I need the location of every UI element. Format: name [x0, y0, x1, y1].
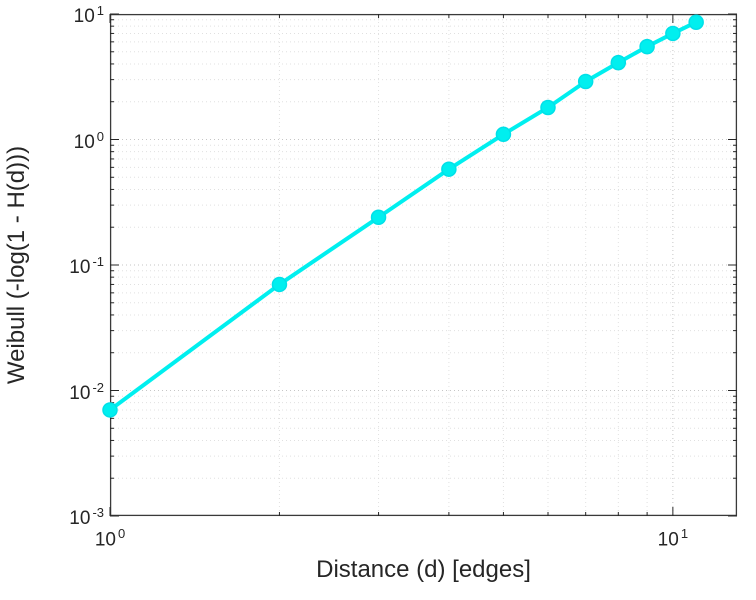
x-tick-label: 10 0 [95, 523, 125, 551]
y-tick-label: 10 0 [30, 125, 104, 153]
plot-canvas [102, 13, 738, 517]
tick-base: 10 [73, 6, 95, 28]
tick-base: 10 [94, 529, 116, 551]
tick-base: 10 [69, 508, 91, 530]
data-point-marker [665, 25, 681, 42]
tick-exponent: -2 [92, 379, 104, 395]
data-point-marker [102, 402, 118, 418]
data-point-marker [639, 38, 655, 55]
y-tick-label: 10 -3 [30, 502, 104, 530]
tick-exponent: 1 [96, 2, 104, 18]
data-point-marker [540, 99, 556, 116]
tick-base: 10 [69, 257, 91, 279]
data-point-marker [688, 14, 704, 30]
data-point-marker [495, 126, 512, 143]
tick-exponent: 0 [117, 526, 126, 541]
tick-exponent: -1 [92, 253, 104, 269]
data-point-marker [370, 209, 387, 226]
y-tick-label: 10 -2 [30, 376, 104, 404]
data-point-marker [271, 276, 288, 293]
tick-exponent: -3 [92, 504, 104, 520]
tick-base: 10 [657, 529, 679, 551]
tick-exponent: 1 [680, 526, 689, 541]
x-axis-label: Distance (d) [edges] [316, 556, 531, 583]
data-point-marker [441, 161, 457, 177]
plot-frame [102, 13, 738, 517]
x-tick-label: 10 1 [658, 523, 688, 551]
data-point-marker [577, 73, 594, 90]
tick-base: 10 [73, 131, 95, 153]
tick-exponent: 0 [96, 128, 104, 144]
y-axis-label: Weibull (-log(1 - H(d))) [3, 145, 30, 385]
series-line [108, 20, 699, 412]
data-point-marker [610, 54, 627, 71]
tick-base: 10 [69, 382, 91, 404]
y-tick-label: 10 -1 [30, 251, 104, 279]
y-tick-label: 10 1 [30, 0, 104, 28]
